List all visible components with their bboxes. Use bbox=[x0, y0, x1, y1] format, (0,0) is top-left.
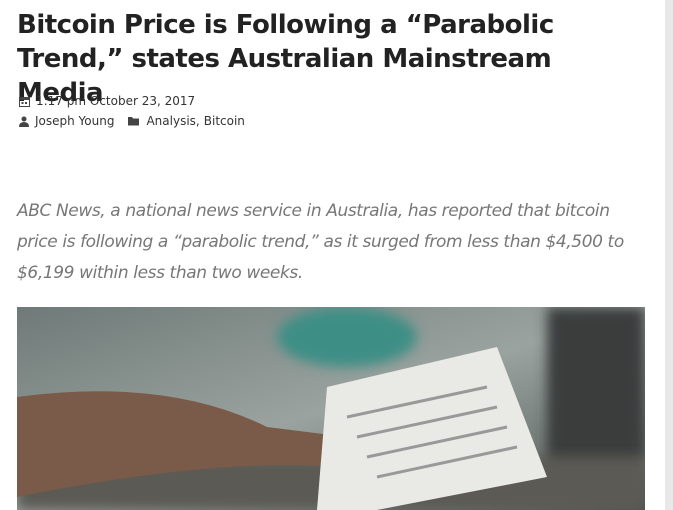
author[interactable]: Joseph Young bbox=[35, 114, 115, 128]
calendar-icon bbox=[19, 96, 30, 107]
category[interactable]: Analysis bbox=[146, 114, 196, 128]
lead-paragraph: ABC News, a national news service in Aus… bbox=[17, 201, 624, 283]
meta-author: Joseph Young Analysis, Bitcoin bbox=[19, 114, 245, 128]
article-title: Bitcoin Price is Following a “Parabolic … bbox=[17, 10, 554, 108]
separator: , bbox=[195, 114, 200, 128]
category[interactable]: Bitcoin bbox=[203, 114, 245, 128]
date: 1:17 pm October 23, 2017 bbox=[36, 94, 196, 108]
article-image bbox=[17, 307, 645, 510]
meta-date: 1:17 pm October 23, 2017 bbox=[19, 94, 195, 108]
user-icon bbox=[19, 116, 29, 127]
folder-icon bbox=[128, 117, 140, 126]
scrollbar bbox=[665, 0, 673, 510]
